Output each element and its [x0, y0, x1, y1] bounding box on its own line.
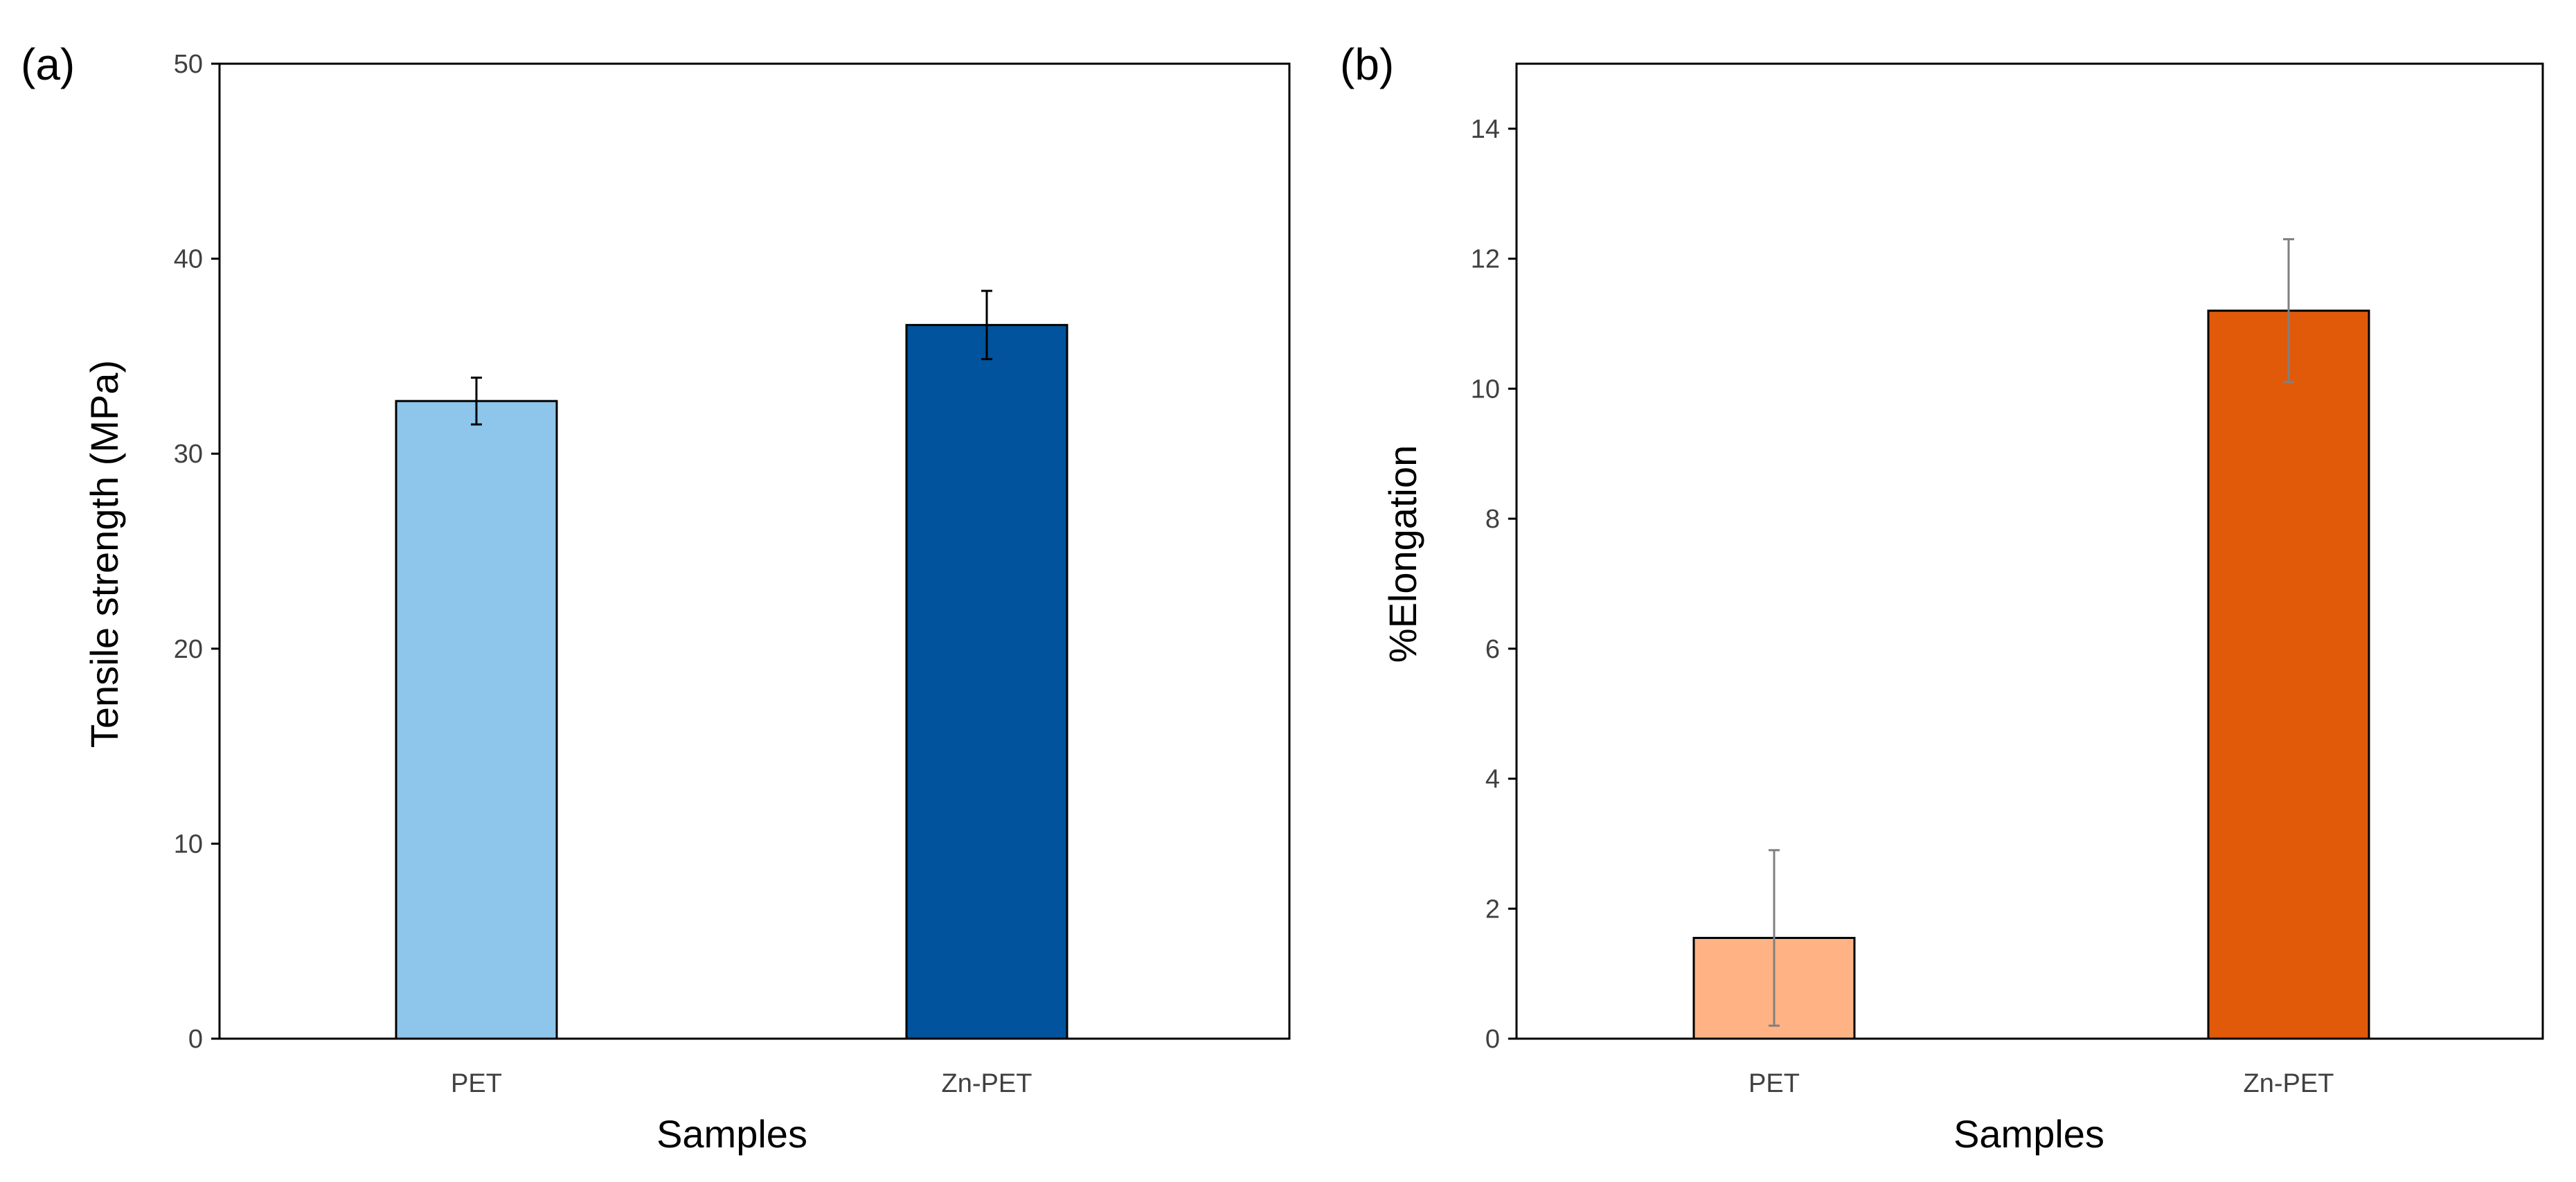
panel-a-x-axis-title: Samples	[656, 1112, 807, 1156]
panel-a-y-tick-label: 10	[174, 830, 203, 859]
panel-b-plot-frame	[1515, 62, 2544, 1040]
panel-b-y-tick-label: 8	[1485, 505, 1500, 534]
panel-a-bar-zn-pet	[905, 323, 1068, 1040]
panel-a-y-axis-title: Tensile strength (MPa)	[82, 360, 126, 748]
panel-b-bar-zn-pet	[2207, 310, 2370, 1040]
panel-b-y-axis-title: %Elongation	[1381, 445, 1424, 663]
panel-a-y-tick-label: 30	[174, 440, 203, 469]
panel-b-y-tick-label: 2	[1485, 895, 1500, 924]
panel-b-y-tick-label: 10	[1471, 375, 1500, 404]
panel-a-x-tick-label: Zn-PET	[942, 1069, 1032, 1098]
panel-b-y-tick-label: 14	[1471, 115, 1500, 144]
panel-b-y-tick-label: 12	[1471, 245, 1500, 274]
panel-b-x-tick-label: Zn-PET	[2244, 1069, 2334, 1098]
panel-a-x-tick-label: PET	[451, 1069, 502, 1098]
panel-a-y-tick-label: 0	[188, 1025, 203, 1054]
panel-a-y-tick-label: 50	[174, 50, 203, 79]
panel-a-plot-frame	[218, 62, 1291, 1040]
panel-a-bar-pet	[395, 400, 558, 1040]
panel-a-y-tick-label: 20	[174, 635, 203, 664]
panel-a-y-tick-label: 40	[174, 245, 203, 274]
panel-b-y-tick-label: 6	[1485, 635, 1500, 664]
panel-b-y-tick-label: 0	[1485, 1025, 1500, 1054]
chart-panel-b: (b) %Elongation Samples 0 2 4 6 8 10 12 14 PET Zn…	[1340, 39, 2544, 1156]
panel-a-label: (a)	[21, 39, 75, 89]
panel-b-label: (b)	[1340, 39, 1394, 89]
panel-b-x-tick-label: PET	[1748, 1069, 1800, 1098]
panel-b-y-tick-label: 4	[1485, 765, 1500, 794]
panel-b-x-axis-title: Samples	[1953, 1112, 2104, 1156]
chart-panel-a: (a) Tensile strength (MPa) Samples 0 10 20…	[21, 39, 1291, 1156]
